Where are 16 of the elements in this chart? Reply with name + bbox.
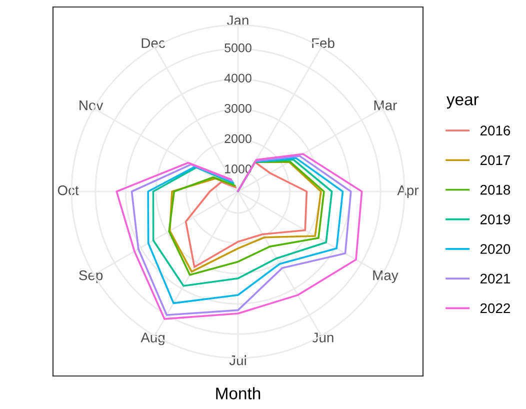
legend-label: 2018 [480,184,510,195]
y-tick-label: 4000 [224,74,252,83]
spoke-label: May [373,270,398,283]
legend-label: 2021 [480,274,510,284]
legend-label: 2019 [480,214,510,224]
legend-title: year [446,96,479,109]
y-tick-label: 5000 [224,43,252,52]
legend-label: 2017 [480,155,510,166]
legend-label: 2022 [480,303,510,314]
legend-label: 2016 [480,126,510,136]
y-tick-label: 3000 [224,104,252,113]
spoke-label: Mar [374,100,397,110]
spoke-label: Oct [58,185,79,196]
y-tick-label: 2000 [224,134,252,144]
text: Month [216,387,260,400]
legend-label: 2020 [480,244,510,254]
